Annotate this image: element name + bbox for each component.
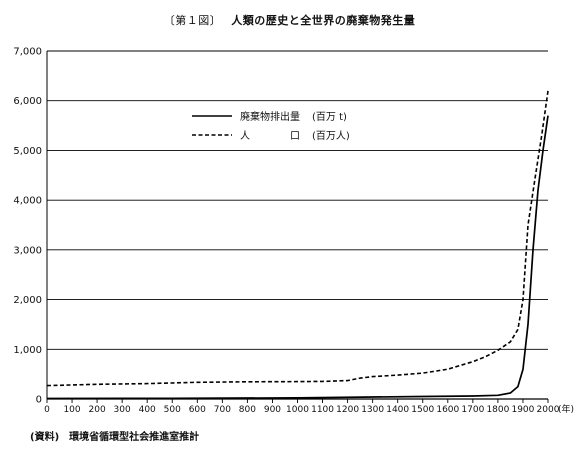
y-tick-label: 0 (36, 395, 42, 406)
x-tick-label: 0 (44, 405, 50, 415)
x-tick-label: 1300 (361, 405, 384, 415)
figure-number: 〔第１図〕 (163, 14, 222, 27)
x-tick-label: 1700 (461, 405, 484, 415)
x-tick-label: 1900 (511, 405, 534, 415)
x-tick-label: 900 (264, 405, 281, 415)
x-tick-label: 1000 (286, 405, 309, 415)
x-tick-label: 600 (189, 405, 206, 415)
x-tick-label: 1100 (311, 405, 334, 415)
x-tick-label: 500 (164, 405, 181, 415)
x-tick-label: 1500 (411, 405, 434, 415)
x-axis: 0 100 200 300 400 500 600 700 800 900 1000 1100 1200… (44, 399, 574, 415)
series-lines (46, 90, 549, 400)
y-tick-label: 4,000 (13, 196, 42, 207)
source-note: (資料) 環境省循環型社会推進室推計 (30, 428, 199, 443)
y-tick-label: 7,000 (13, 47, 42, 58)
x-tick-label: 1400 (386, 405, 409, 415)
x-tick-label: 1800 (486, 405, 509, 415)
title-text: 人類の歴史と全世界の廃棄物発生量 (231, 14, 416, 27)
x-tick-label: 700 (214, 405, 231, 415)
chart-title: 〔第１図〕 人類の歴史と全世界の廃棄物発生量 (0, 12, 579, 28)
legend-unit-waste: (百万 t) (312, 111, 347, 123)
x-tick-label: 800 (239, 405, 256, 415)
x-tick-label: 1600 (436, 405, 459, 415)
x-tick-label: 1200 (336, 405, 359, 415)
source-text: 環境省循環型社会推進室推計 (69, 432, 200, 443)
grid-lines (47, 50, 548, 400)
series-waste-line (46, 115, 549, 400)
y-tick-label: 5,000 (13, 146, 42, 157)
legend-label-waste: 廃棄物排出量 (240, 110, 300, 123)
legend-label-population: 人 口 (240, 130, 300, 142)
y-tick-label: 1,000 (13, 345, 42, 356)
y-tick-label: 6,000 (13, 96, 42, 107)
y-axis: 0 1,000 2,000 3,000 4,000 5,000 6,000 7,000 (13, 47, 48, 406)
source-label: (資料) (30, 432, 60, 443)
y-tick-label: 3,000 (13, 245, 42, 256)
x-tick-label: 400 (139, 405, 156, 415)
x-tick-label: 200 (89, 405, 106, 415)
x-tick-label: 100 (63, 405, 80, 415)
legend: 廃棄物排出量 (百万 t) 人 口 (百万人) (192, 110, 350, 142)
series-population-line (46, 90, 549, 387)
x-tick-label: 2000 (537, 405, 560, 415)
legend-unit-population: (百万人) (312, 130, 350, 142)
x-tick-label: 300 (114, 405, 131, 415)
y-tick-label: 2,000 (13, 295, 42, 306)
x-unit-label: (年) (558, 403, 574, 415)
